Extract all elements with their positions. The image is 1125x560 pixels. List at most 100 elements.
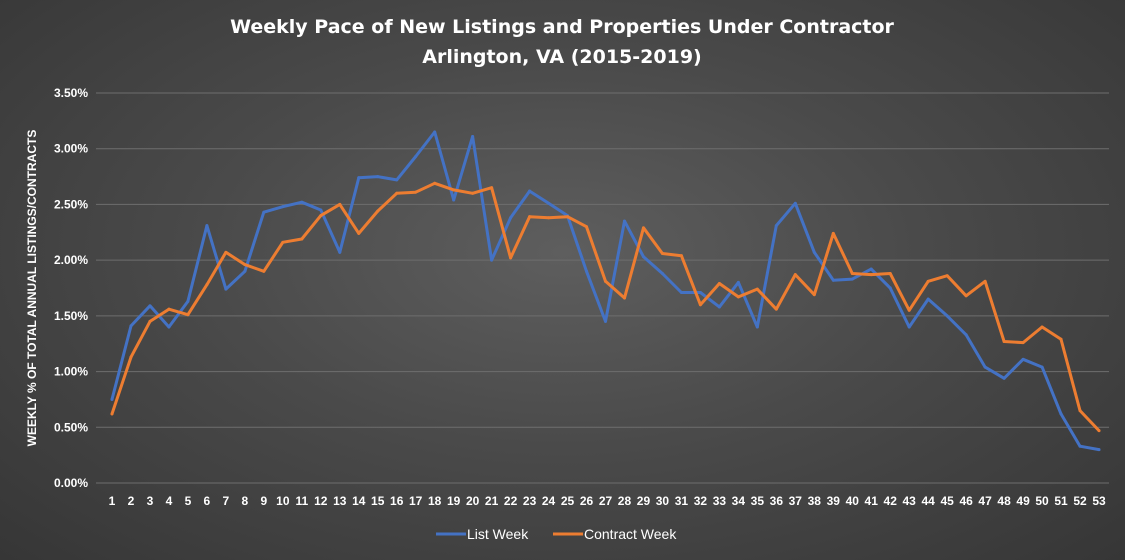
data-point — [907, 325, 911, 329]
y-axis-ticks: 0.00% 0.50% 1.00% 1.50% 2.00% 2.50% 3.00% 3.50% — [54, 86, 88, 490]
x-tick-label: 53 — [1092, 494, 1106, 508]
x-tick-label: 49 — [1016, 494, 1030, 508]
data-point — [205, 224, 209, 228]
x-tick-label: 20 — [466, 494, 480, 508]
data-point — [679, 254, 683, 258]
data-point — [528, 215, 532, 219]
data-point — [547, 201, 551, 205]
x-tick-label: 9 — [261, 494, 268, 508]
x-tick-label: 12 — [314, 494, 328, 508]
x-tick-label: 17 — [409, 494, 423, 508]
x-tick-label: 14 — [352, 494, 366, 508]
data-point — [717, 305, 721, 309]
x-tick-label: 41 — [865, 494, 879, 508]
x-tick-label: 46 — [959, 494, 973, 508]
y-tick-label: 3.00% — [54, 142, 88, 156]
data-point — [262, 269, 266, 273]
data-point — [1097, 429, 1101, 433]
x-tick-label: 28 — [618, 494, 632, 508]
data-point — [281, 205, 285, 209]
x-tick-label: 50 — [1035, 494, 1049, 508]
y-tick-label: 2.50% — [54, 197, 88, 211]
data-point — [964, 294, 968, 298]
data-point — [129, 355, 133, 359]
x-tick-label: 8 — [242, 494, 249, 508]
data-point — [414, 190, 418, 194]
x-tick-label: 2 — [128, 494, 135, 508]
data-point — [490, 258, 494, 262]
data-point — [679, 290, 683, 294]
x-tick-label: 6 — [204, 494, 211, 508]
chart-subtitle: Arlington, VA (2015-2019) — [422, 46, 701, 68]
data-point — [186, 299, 190, 303]
data-point — [243, 269, 247, 273]
legend-label: Contract Week — [584, 526, 677, 542]
data-point — [110, 397, 114, 401]
data-point — [509, 216, 513, 220]
data-point — [528, 189, 532, 193]
y-tick-label: 0.00% — [54, 476, 88, 490]
data-point — [281, 240, 285, 244]
data-point — [395, 191, 399, 195]
data-point — [566, 215, 570, 219]
x-tick-label: 4 — [166, 494, 173, 508]
x-tick-label: 31 — [675, 494, 689, 508]
x-tick-label: 48 — [997, 494, 1011, 508]
data-point — [452, 198, 456, 202]
y-tick-label: 0.50% — [54, 420, 88, 434]
data-point — [376, 175, 380, 179]
data-point — [604, 279, 607, 283]
data-point — [452, 188, 456, 192]
data-point — [1040, 365, 1044, 369]
data-point — [167, 307, 171, 311]
data-point — [926, 279, 930, 283]
data-point — [641, 226, 645, 230]
data-point — [736, 295, 740, 299]
data-point — [1078, 409, 1082, 413]
x-tick-label: 30 — [656, 494, 670, 508]
data-point — [1021, 357, 1025, 361]
data-point — [585, 269, 589, 273]
data-point — [1040, 325, 1044, 329]
data-point — [945, 314, 949, 318]
x-tick-label: 35 — [751, 494, 765, 508]
legend-label: List Week — [467, 526, 529, 542]
data-point — [319, 208, 323, 212]
x-tick-label: 39 — [827, 494, 841, 508]
series-lines — [110, 130, 1101, 452]
gridlines — [96, 92, 1109, 484]
x-tick-label: 36 — [770, 494, 784, 508]
legend: List Week Contract Week — [436, 526, 677, 542]
x-tick-label: 33 — [713, 494, 727, 508]
data-point — [869, 273, 873, 277]
data-point — [1002, 376, 1006, 380]
data-point — [509, 256, 513, 260]
x-tick-label: 52 — [1073, 494, 1087, 508]
data-point — [547, 216, 551, 220]
data-point — [585, 225, 589, 229]
data-point — [660, 251, 664, 255]
series-line-list-week — [110, 130, 1101, 452]
data-point — [300, 237, 304, 241]
data-point — [660, 272, 664, 276]
data-point — [755, 287, 759, 291]
data-point — [1002, 339, 1006, 343]
x-tick-label: 15 — [371, 494, 385, 508]
data-point — [604, 319, 607, 323]
data-point — [224, 250, 228, 254]
x-tick-label: 47 — [978, 494, 992, 508]
data-point — [433, 181, 437, 185]
data-point — [224, 287, 228, 291]
data-point — [490, 186, 494, 190]
x-tick-label: 37 — [789, 494, 803, 508]
data-point — [395, 178, 399, 182]
data-point — [471, 134, 475, 138]
x-tick-label: 32 — [694, 494, 708, 508]
x-tick-label: 11 — [295, 494, 308, 508]
y-axis-label: WEEKLY % OF TOTAL ANNUAL LISTINGS/CONTRA… — [25, 130, 39, 447]
data-point — [319, 214, 323, 218]
y-tick-label: 1.00% — [54, 365, 88, 379]
x-tick-label: 10 — [276, 494, 290, 508]
data-point — [243, 263, 247, 267]
data-point — [774, 224, 778, 228]
